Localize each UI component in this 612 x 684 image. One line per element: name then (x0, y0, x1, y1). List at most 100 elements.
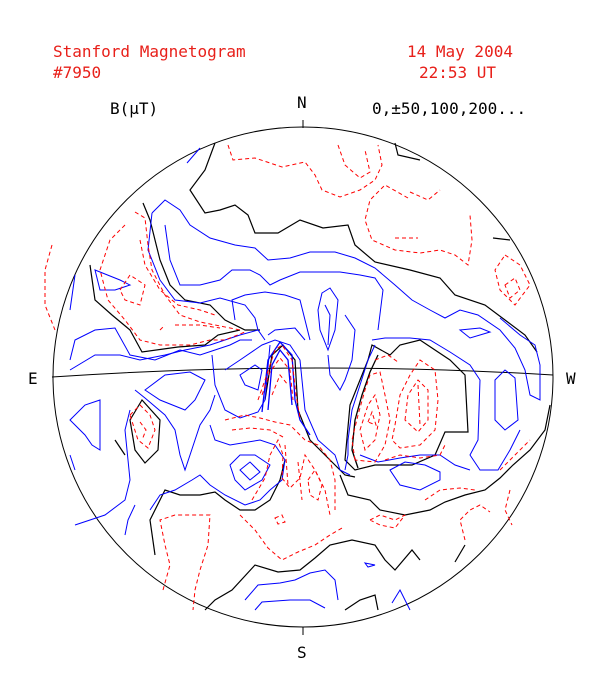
negative-contour (391, 359, 439, 449)
neutral-contour (339, 404, 551, 516)
positive-contour (74, 409, 131, 526)
positive-contour (371, 337, 521, 471)
negative-contour (409, 189, 441, 201)
negative-contours (44, 144, 531, 611)
negative-contour (139, 239, 216, 316)
neutral-contours (89, 142, 551, 611)
negative-contour (271, 374, 289, 396)
negative-contour (159, 324, 166, 331)
negative-contour (404, 379, 429, 433)
neutral-contour (264, 344, 356, 478)
compass-west-label: W (566, 369, 576, 388)
positive-contour (494, 369, 519, 431)
neutral-contour (204, 539, 421, 611)
negative-contour (175, 324, 221, 329)
positive-contour (231, 291, 311, 341)
observation-time: 22:53 UT (419, 63, 496, 82)
positive-contour (69, 329, 266, 371)
positive-contour (389, 461, 441, 491)
negative-contour (239, 514, 343, 561)
neutral-contour (189, 142, 538, 353)
positive-contour (327, 314, 356, 391)
chart-title: Stanford Magnetogram (53, 42, 246, 61)
compass-south-label: S (297, 643, 307, 662)
negative-contour (499, 439, 531, 471)
negative-contour (159, 514, 211, 611)
positive-contour (211, 344, 271, 419)
positive-contour (458, 327, 492, 339)
positive-contour (69, 399, 101, 451)
positive-contour (359, 454, 471, 471)
negative-contour (44, 244, 56, 331)
positive-contour (244, 569, 339, 601)
negative-contour (274, 514, 286, 525)
positive-contour (324, 304, 331, 346)
positive-contour (151, 199, 541, 401)
neutral-contour (89, 264, 241, 353)
neutral-contour (351, 354, 379, 469)
negative-contour (359, 393, 381, 451)
positive-contour (147, 212, 259, 331)
positive-contour (317, 287, 339, 352)
negative-contour (261, 357, 294, 401)
negative-contour (459, 504, 491, 541)
positive-contour (239, 364, 263, 391)
negative-contour (139, 421, 147, 441)
positive-contour (124, 504, 136, 536)
positive-contour (134, 389, 216, 472)
positive-contour (344, 344, 376, 471)
positive-contour (186, 147, 201, 164)
negative-contour (417, 384, 421, 426)
positive-contour (224, 339, 351, 476)
negative-contour (384, 444, 446, 461)
observation-date: 14 May 2004 (407, 42, 513, 61)
negative-contour (307, 469, 323, 501)
positive-contour (144, 371, 206, 411)
negative-contour (231, 427, 284, 438)
negative-contour (494, 254, 531, 306)
solar-equator (51, 367, 554, 378)
positive-contour (267, 348, 293, 411)
negative-contour (227, 144, 383, 198)
negative-contour (424, 487, 476, 501)
negative-contour (337, 144, 371, 179)
neutral-contour (142, 202, 260, 331)
positive-contour (254, 599, 326, 611)
positive-contour (149, 424, 286, 511)
negative-contour (351, 371, 391, 463)
positive-contour (391, 588, 411, 611)
neutral-contour (344, 594, 379, 611)
positive-contour (69, 274, 76, 311)
contour-levels-label: 0,±50,100,200... (372, 99, 526, 118)
negative-contour (504, 277, 521, 299)
negative-contour (129, 404, 156, 449)
neutral-contour (129, 398, 161, 464)
negative-contour (367, 410, 377, 426)
units-label: B(μT) (110, 99, 158, 118)
negative-contour (224, 414, 336, 510)
positive-contour (164, 224, 384, 331)
neutral-contour (114, 439, 126, 456)
positive-contour (239, 461, 261, 481)
neutral-contour (492, 237, 511, 241)
active-region-core (261, 340, 379, 469)
negative-contour (297, 461, 303, 501)
negative-contour (374, 354, 399, 363)
compass-east-label: E (28, 369, 38, 388)
negative-contour (504, 489, 513, 526)
observation-number: #7950 (53, 63, 101, 82)
positive-contour (363, 562, 376, 568)
negative-contour (368, 514, 406, 529)
positive-contour (69, 454, 76, 471)
neutral-contour (149, 459, 286, 556)
compass-north-label: N (297, 93, 307, 112)
positive-contour (261, 340, 311, 436)
positive-contour (229, 454, 271, 491)
negative-contour (284, 444, 289, 486)
negative-contour (257, 344, 301, 419)
negative-contour (134, 211, 241, 331)
negative-contour (99, 224, 246, 346)
positive-contour (267, 327, 306, 341)
positive-contour (94, 269, 132, 291)
